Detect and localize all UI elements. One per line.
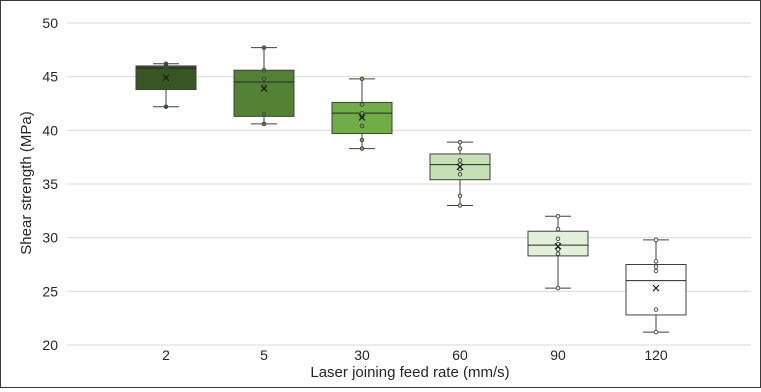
data-point — [653, 237, 659, 243]
data-point — [457, 203, 463, 208]
box-30 — [331, 76, 393, 151]
data-point — [457, 172, 463, 177]
y-axis-ticks: 20 25 30 35 40 45 50 — [42, 15, 58, 353]
mean-marker — [652, 284, 660, 292]
data-point — [555, 213, 561, 219]
data-point — [653, 307, 659, 312]
y-tick-label-45: 45 — [42, 69, 58, 85]
data-point — [653, 329, 659, 335]
data-point — [555, 236, 561, 241]
mean-stroke-b — [162, 74, 170, 82]
data-point — [653, 268, 659, 274]
data-point — [457, 193, 463, 199]
mean-marker — [456, 163, 464, 171]
data-point — [555, 226, 561, 232]
mean-stroke-b — [554, 242, 562, 250]
data-point — [359, 102, 365, 107]
data-point — [653, 264, 659, 269]
box-5 — [233, 45, 295, 127]
data-point — [261, 67, 267, 73]
data-point — [261, 45, 267, 50]
mean-marker — [260, 85, 268, 92]
mean-marker — [162, 74, 170, 82]
data-point — [457, 139, 463, 145]
boxes — [135, 45, 687, 335]
data-point — [261, 111, 267, 117]
data-point — [457, 146, 463, 151]
x-tick-label-90: 90 — [550, 347, 566, 363]
box-2 — [135, 61, 197, 109]
data-point — [555, 247, 561, 252]
data-point — [359, 137, 365, 143]
y-tick-label-50: 50 — [42, 15, 58, 31]
data-point — [555, 285, 561, 291]
mean-stroke-b — [456, 163, 464, 171]
y-tick-label-35: 35 — [42, 176, 58, 192]
x-tick-label-2: 2 — [162, 347, 170, 363]
mean-marker — [554, 242, 562, 250]
data-point — [163, 104, 169, 109]
y-tick-label-30: 30 — [42, 230, 58, 246]
y-tick-label-40: 40 — [42, 122, 58, 138]
x-tick-label-30: 30 — [354, 347, 370, 363]
data-point — [457, 158, 463, 163]
mean-stroke-b — [652, 284, 660, 292]
x-axis-ticks: 2 5 30 60 90 120 — [162, 347, 668, 363]
y-tick-label-20: 20 — [42, 337, 58, 353]
data-point — [555, 251, 561, 257]
mean-marker — [358, 114, 366, 121]
box-120 — [625, 237, 687, 335]
x-tick-label-5: 5 — [260, 347, 268, 363]
x-tick-label-120: 120 — [644, 347, 668, 363]
data-point — [359, 146, 365, 151]
data-point — [359, 110, 365, 116]
box-90 — [527, 213, 589, 291]
data-point — [653, 259, 659, 264]
y-axis-label: Shear strength (MPa) — [18, 111, 35, 254]
x-tick-label-60: 60 — [452, 347, 468, 363]
x-axis-label: Laser joining feed rate (mm/s) — [310, 364, 509, 381]
data-point — [163, 61, 169, 67]
data-point — [261, 76, 267, 82]
data-point — [261, 121, 267, 127]
data-point — [359, 76, 365, 82]
mean-stroke-b — [358, 114, 366, 121]
box-60 — [429, 139, 491, 208]
data-point — [359, 123, 365, 129]
y-tick-label-25: 25 — [42, 283, 58, 299]
mean-stroke-b — [260, 85, 268, 92]
